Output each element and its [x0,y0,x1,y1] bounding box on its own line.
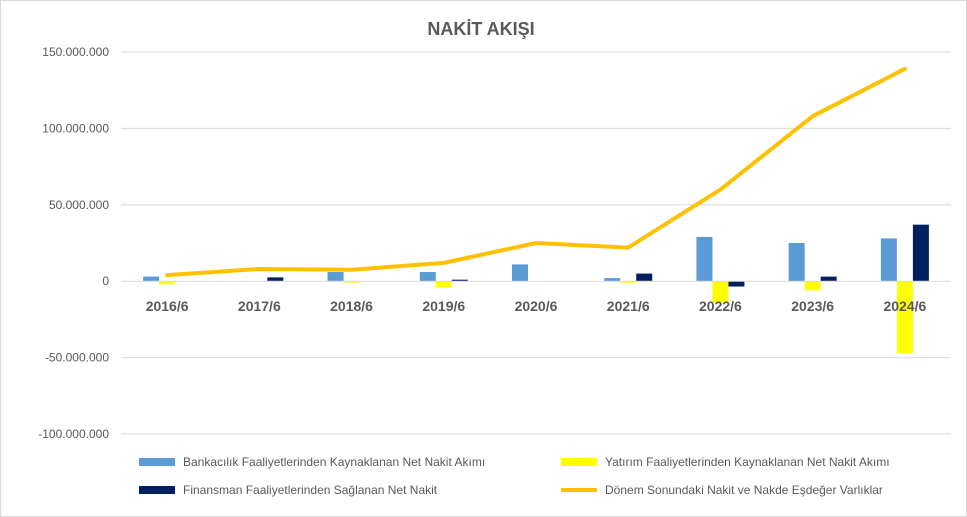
bar-series-1 [880,238,897,282]
legend: Bankacılık Faaliyetlerinden Kaynaklanan … [139,455,890,497]
bar-series-3 [728,281,745,287]
line-series-1 [165,66,907,278]
bar-series-1 [604,278,621,282]
y-tick-label: -50.000.000 [45,351,109,365]
x-tick-label: 2018/6 [330,298,373,314]
y-tick-label: 150.000.000 [42,45,109,59]
y-tick-label: 100.000.000 [42,121,109,135]
bar-series-2 [804,281,821,291]
x-tick-label: 2021/6 [607,298,650,314]
bar-series-1 [512,264,528,282]
x-axis-ticks: 2016/6 2017/6 2018/6 2019/6 2020/6 2021/6 2022… [146,298,927,314]
bars [143,224,929,354]
bar-series-2 [620,281,637,283]
x-tick-label: 2022/6 [699,298,742,314]
bar-series-2 [712,281,729,303]
y-axis-ticks: 150.000.000 100.000.000 50.000.000 0 -50.000… [38,45,109,441]
bar-series-1 [788,243,805,282]
x-tick-label: 2016/6 [146,298,189,314]
legend-swatch [561,458,597,466]
x-tick-label: 2024/6 [883,298,926,314]
line-series [165,66,907,278]
bar-series-1 [419,272,436,282]
y-tick-label: 50.000.000 [49,198,109,212]
legend-label: Bankacılık Faaliyetlerinden Kaynaklanan … [183,455,485,469]
legend-swatch [139,458,175,466]
x-tick-label: 2020/6 [515,298,558,314]
gridlines [121,51,951,435]
y-tick-label: 0 [102,274,109,288]
legend-label: Dönem Sonundaki Nakit ve Nakde Eşdeğer V… [605,483,883,497]
y-tick-label: -100.000.000 [38,427,109,441]
x-tick-label: 2019/6 [422,298,465,314]
bar-series-1 [143,276,160,282]
bar-series-3 [636,273,653,282]
bar-series-2 [159,281,176,285]
legend-label: Yatırım Faaliyetlerinden Kaynaklanan Net… [605,455,890,469]
bar-series-1 [327,272,344,282]
x-tick-label: 2023/6 [791,298,834,314]
x-tick-label: 2017/6 [238,298,281,314]
legend-label: Finansman Faaliyetlerinden Sağlanan Net … [183,483,438,497]
bar-series-2 [896,281,913,354]
bar-series-3 [912,224,929,282]
bar-series-2 [343,281,360,283]
legend-swatch [139,486,175,494]
bar-series-3 [267,277,284,282]
bar-series-1 [696,236,713,282]
chart-title: NAKİT AKIŞI [427,19,534,39]
bar-series-2 [435,281,452,288]
bar-series-3 [820,276,837,282]
bar-series-3 [451,279,468,282]
